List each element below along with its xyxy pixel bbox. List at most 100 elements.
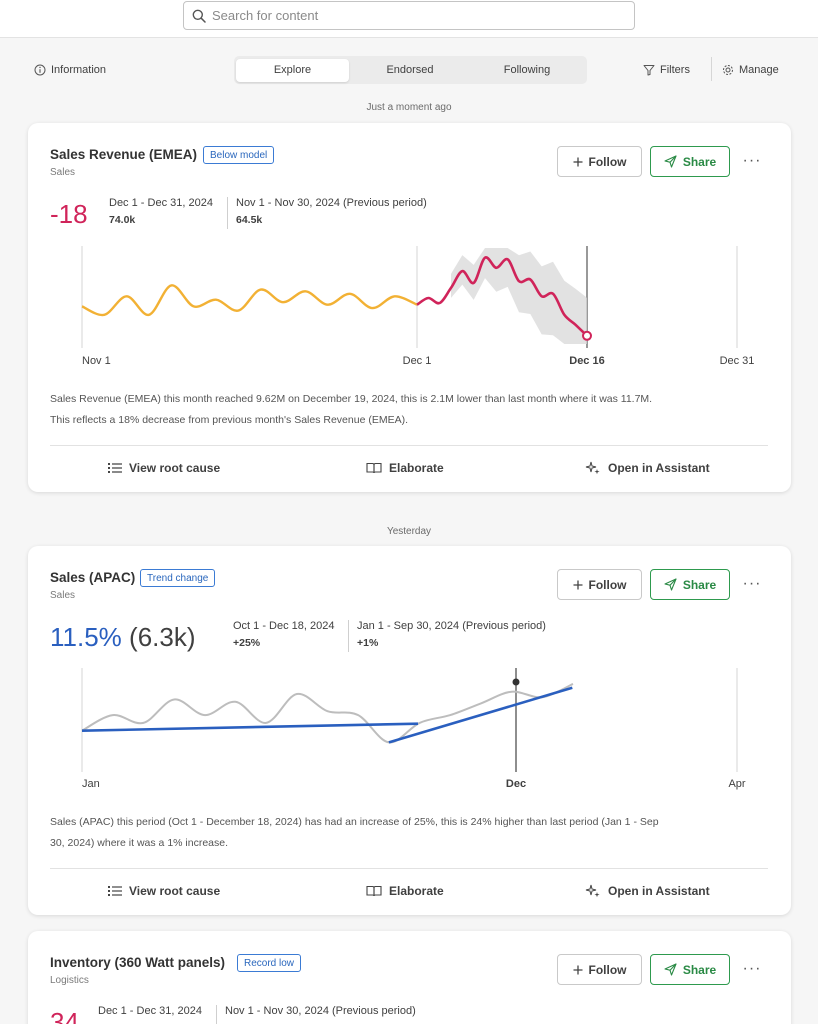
current-period-value: 74.0k [109,214,136,226]
x-tick-label: Nov 1 [82,355,111,367]
filter-icon [643,65,655,76]
search-icon [192,9,206,23]
previous-period-value: +1% [357,637,379,649]
status-badge: Record low [237,954,302,972]
previous-period: Jan 1 - Sep 30, 2024 (Previous period) +… [357,620,546,649]
toolbar-divider [711,57,712,81]
card-title[interactable]: Sales (APAC) [50,570,136,585]
actual-values-line [81,682,574,744]
elaborate-button[interactable]: Elaborate [366,461,444,475]
insight-card-sales-revenue-emea: Sales Revenue (EMEA) Below model Sales F… [28,123,791,492]
current-trend-line [388,686,573,744]
sales-apac-chart: Jan Dec Apr [81,668,746,790]
search-box[interactable] [183,1,635,30]
filters-button[interactable]: Filters [643,62,690,78]
card-subtitle: Sales [50,590,76,601]
share-label: Share [682,154,717,169]
period-divider [227,197,228,229]
status-badge: Below model [203,146,275,164]
previous-period-range: Nov 1 - Nov 30, 2024 (Previous period) [236,197,427,209]
filters-label: Filters [660,64,690,76]
previous-trend-line [81,722,419,732]
current-period-range: Dec 1 - Dec 31, 2024 [98,1005,202,1017]
current-period: Dec 1 - Dec 31, 2024 [98,1005,202,1017]
card-subtitle: Sales [50,167,76,178]
period-divider [348,620,349,652]
description-line: 30, 2024) where it was a 1% increase. [50,837,229,849]
follow-label: Follow [588,154,627,169]
follow-label: Follow [588,962,627,977]
open-in-assistant-button[interactable]: Open in Assistant [585,884,710,898]
tab-endorsed[interactable]: Endorsed [386,64,434,76]
previous-period-value: 64.5k [236,214,263,226]
more-options-button[interactable]: ··· [742,152,762,169]
follow-button[interactable]: Follow [557,954,642,985]
card-description: Sales Revenue (EMEA) this month reached … [50,389,770,431]
expected-range-band [451,248,587,344]
tab-explore[interactable]: Explore [236,58,349,82]
sales-revenue-chart: Nov 1 Dec 1 Dec 16 Dec 31 [81,246,755,367]
current-period: Oct 1 - Dec 18, 2024 +25% [233,620,335,649]
view-root-cause-button[interactable]: View root cause [108,884,220,898]
time-group-label: Yesterday [386,526,432,537]
card-title[interactable]: Sales Revenue (EMEA) [50,147,198,162]
manage-button[interactable]: Manage [722,62,779,78]
card-divider [50,445,768,446]
card-divider [50,868,768,869]
search-input[interactable] [212,3,634,28]
previous-period: Nov 1 - Nov 30, 2024 (Previous period) [225,1005,416,1017]
insight-card-inventory: Inventory (360 Watt panels) Record low L… [28,931,791,1024]
follow-label: Follow [588,577,627,592]
book-icon [366,885,382,897]
sparkle-icon [585,884,600,898]
current-period-value: +25% [233,637,261,649]
view-tabs: Explore Endorsed Following [234,56,587,84]
send-icon [664,155,677,168]
list-icon [108,463,122,473]
information-link[interactable]: Information [34,62,106,78]
share-button[interactable]: Share [650,146,730,177]
last-point-marker [582,330,592,341]
plus-icon [573,580,582,589]
kpi-secondary-value: (6.3k) [129,622,196,652]
kpi-value: 11.5% (6.3k) [50,622,196,653]
view-root-cause-button[interactable]: View root cause [108,461,220,475]
x-tick-label: Dec [506,778,526,790]
x-tick-label: Dec 1 [403,355,432,367]
elaborate-label: Elaborate [389,461,444,475]
view-root-cause-label: View root cause [129,461,221,475]
previous-period: Nov 1 - Nov 30, 2024 (Previous period) 6… [236,197,427,226]
insight-card-sales-apac: Sales (APAC) Trend change Sales Follow S… [28,546,791,915]
list-icon [108,886,122,896]
description-line: Sales Revenue (EMEA) this month reached … [50,393,653,405]
description-line: This reflects a 18% decrease from previo… [50,414,408,426]
manage-label: Manage [739,64,779,76]
share-label: Share [682,962,717,977]
share-button[interactable]: Share [650,954,730,985]
follow-button[interactable]: Follow [557,569,642,600]
more-options-button[interactable]: ··· [742,575,762,592]
plus-icon [573,965,582,974]
previous-period-range: Nov 1 - Nov 30, 2024 (Previous period) [225,1005,416,1017]
send-icon [664,963,677,976]
elaborate-label: Elaborate [389,884,444,898]
elaborate-button[interactable]: Elaborate [366,884,444,898]
previous-period-line [81,284,418,317]
tab-following[interactable]: Following [503,64,551,76]
description-line: Sales (APAC) this period (Oct 1 - Decemb… [50,816,659,828]
plus-icon [573,157,582,166]
card-subtitle: Logistics [50,975,89,986]
sparkle-icon [585,461,600,475]
status-badge: Trend change [140,569,216,587]
x-tick-label: Dec 31 [720,355,755,367]
open-in-assistant-button[interactable]: Open in Assistant [585,461,710,475]
kpi-value: 34 [50,1007,79,1024]
share-button[interactable]: Share [650,569,730,600]
information-label: Information [51,64,107,76]
follow-button[interactable]: Follow [557,146,642,177]
kpi-main-value: 11.5% [50,622,122,652]
current-period: Dec 1 - Dec 31, 2024 74.0k [109,197,213,226]
card-title[interactable]: Inventory (360 Watt panels) [50,955,226,970]
current-period-range: Oct 1 - Dec 18, 2024 [233,620,335,632]
more-options-button[interactable]: ··· [742,960,762,977]
